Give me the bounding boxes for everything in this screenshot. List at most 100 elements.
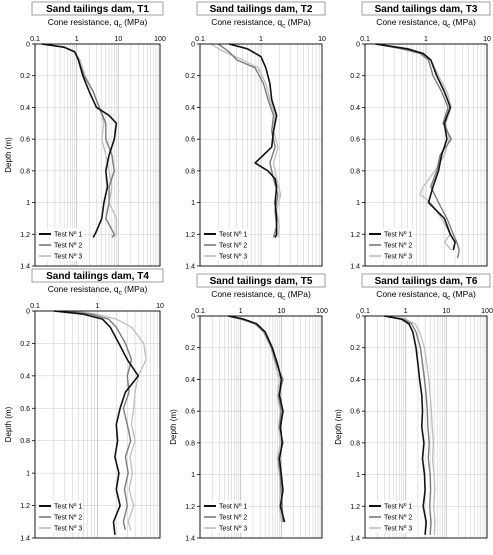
legend-label-test-3: Test Nº 3 <box>384 526 412 533</box>
y-tick-label: 0.6 <box>20 406 30 413</box>
y-tick-label: 1.2 <box>350 504 360 511</box>
legend-label-test-3: Test Nº 3 <box>54 526 82 533</box>
x-tick-label: 0.1 <box>360 308 370 315</box>
series-line-test-3 <box>384 315 436 535</box>
x-axis-label-subscript: c <box>119 23 123 30</box>
chart-title: Sand tailings dam, T2 <box>210 4 313 15</box>
y-tick-label: 0.2 <box>20 341 30 348</box>
y-tick-label: 0.4 <box>20 105 30 112</box>
y-tick-label: 0.4 <box>20 373 30 380</box>
x-axis-label-unit: (MPa) <box>285 289 311 299</box>
series-line-test-2 <box>375 43 460 259</box>
series-line-test-3 <box>210 43 282 238</box>
x-tick-label: 100 <box>316 308 328 315</box>
chart-panel-3: Sand tailings dam, T3 Cone resistance, qc… <box>350 1 491 271</box>
y-tick-label: 0.6 <box>350 137 360 144</box>
y-axis-label: Depth (m) <box>4 406 13 442</box>
x-tick-label: 1 <box>239 308 243 315</box>
y-tick-label: 0.6 <box>185 409 195 416</box>
series-line-test-3 <box>72 310 147 531</box>
x-tick-label: 10 <box>156 303 164 310</box>
y-tick-label: 0.2 <box>185 345 195 352</box>
series-line-test-1 <box>53 310 140 535</box>
legend-label-test-1: Test Nº 1 <box>219 232 247 239</box>
y-tick-label: 0 <box>191 314 195 321</box>
y-tick-label: 1 <box>356 200 360 207</box>
x-axis-label-unit: (MPa) <box>450 17 476 27</box>
y-tick-label: 0.6 <box>20 137 30 144</box>
x-axis-label-main: Cone resistance, q <box>48 17 119 27</box>
x-tick-label: 0.1 <box>195 36 205 43</box>
y-tick-label: 0.6 <box>350 409 360 416</box>
legend-label-test-2: Test Nº 2 <box>384 243 412 250</box>
title-box <box>31 268 164 283</box>
title-box <box>361 1 491 16</box>
series-line-test-1 <box>384 315 428 535</box>
y-axis-label: Depth (m) <box>4 137 13 173</box>
chart-panel-4: Sand tailings dam, T4 Cone resistance, qc… <box>4 268 164 543</box>
x-tick-label: 1 <box>75 36 79 43</box>
y-tick-label: 0.6 <box>185 137 195 144</box>
y-tick-label: 1.4 <box>185 536 195 543</box>
y-tick-label: 1.4 <box>20 536 30 543</box>
y-tick-label: 0 <box>26 42 30 49</box>
plot-frame <box>364 43 488 267</box>
y-tick-label: 1 <box>356 472 360 479</box>
y-tick-label: 1 <box>191 200 195 207</box>
x-axis-label-main: Cone resistance, q <box>376 289 447 299</box>
y-tick-label: 1.4 <box>20 264 30 271</box>
x-axis-label-unit: (MPa) <box>122 17 148 27</box>
series-line-test-2 <box>217 43 279 238</box>
legend-label-test-1: Test Nº 1 <box>54 232 82 239</box>
y-tick-label: 0.8 <box>350 168 360 175</box>
plot-frame <box>364 315 488 539</box>
series-line-test-3 <box>228 315 282 523</box>
chart-title: Sand tailings dam, T1 <box>46 4 149 15</box>
series-line-test-3 <box>42 43 118 238</box>
x-axis-label-subscript: c <box>282 295 286 302</box>
series-line-test-3 <box>375 43 452 251</box>
x-axis-label: Cone resistance, qc (MPa) <box>48 284 148 297</box>
x-tick-label: 1 <box>424 36 428 43</box>
legend-label-test-2: Test Nº 2 <box>384 515 412 522</box>
series-line-test-1 <box>228 315 286 523</box>
title-box <box>31 1 164 16</box>
legend-label-test-2: Test Nº 2 <box>54 243 82 250</box>
y-tick-label: 0.8 <box>185 440 195 447</box>
y-axis-label: Depth (m) <box>334 409 343 445</box>
legend-label-test-2: Test Nº 2 <box>219 243 247 250</box>
x-tick-label: 10 <box>442 308 450 315</box>
plot-frame <box>34 43 161 267</box>
series-line-test-2 <box>228 315 284 523</box>
chart-title: Sand tailings dam, T4 <box>46 271 149 282</box>
y-tick-label: 1.4 <box>350 264 360 271</box>
title-box <box>361 273 491 288</box>
legend-label-test-2: Test Nº 2 <box>219 515 247 522</box>
x-axis-label-main: Cone resistance, q <box>211 289 282 299</box>
y-tick-label: 1 <box>26 200 30 207</box>
series-line-test-1 <box>228 43 278 238</box>
x-axis-label-unit: (MPa) <box>122 284 148 294</box>
x-axis-label-unit: (MPa) <box>285 17 311 27</box>
legend-label-test-3: Test Nº 3 <box>384 254 412 261</box>
legend-label-test-1: Test Nº 1 <box>384 504 412 511</box>
chart-panel-6: Sand tailings dam, T6 Cone resistance, qc… <box>334 273 493 543</box>
x-tick-label: 0.1 <box>30 36 40 43</box>
x-tick-label: 0.1 <box>360 36 370 43</box>
y-tick-label: 0.2 <box>20 73 30 80</box>
y-tick-label: 1.2 <box>185 232 195 239</box>
chart-title: Sand tailings dam, T6 <box>375 276 478 287</box>
y-tick-label: 1.4 <box>350 536 360 543</box>
y-tick-label: 1 <box>26 471 30 478</box>
chart-panel-5: Sand tailings dam, T5 Cone resistance, qc… <box>169 273 328 543</box>
plot-frame <box>199 43 323 267</box>
x-tick-label: 10 <box>483 36 491 43</box>
legend-label-test-1: Test Nº 1 <box>219 504 247 511</box>
x-axis-label-main: Cone resistance, q <box>211 17 282 27</box>
x-axis-label-unit: (MPa) <box>450 289 476 299</box>
x-axis-label-main: Cone resistance, q <box>48 284 119 294</box>
x-axis-label: Cone resistance, qc (MPa) <box>376 17 476 30</box>
y-tick-label: 0.8 <box>20 438 30 445</box>
y-tick-label: 0.4 <box>350 377 360 384</box>
